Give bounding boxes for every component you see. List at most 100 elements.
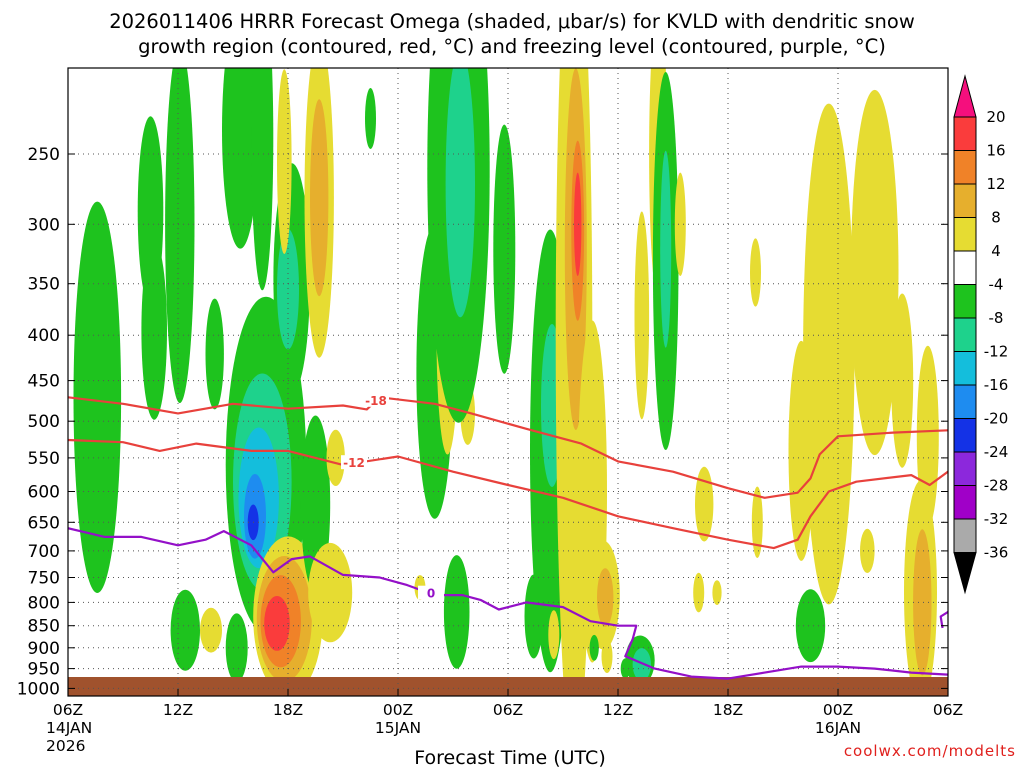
omega-blob-59 [660, 150, 672, 348]
x-tick-label-7-0: 00Z [823, 701, 853, 719]
omega-blob-62 [693, 572, 705, 613]
colorbar-label-3: 8 [991, 209, 1001, 227]
colorbar-bottom-arrow [953, 552, 977, 595]
colorbar-segment-7 [953, 351, 977, 386]
omega-blob-22 [264, 596, 290, 651]
x-tick-label-2-0: 18Z [273, 701, 303, 719]
y-tick-label-1000: 1000 [17, 679, 60, 699]
omega-blob-53 [632, 648, 651, 681]
colorbar-label-0: 20 [986, 108, 1005, 126]
colorbar-segment-3 [953, 217, 977, 252]
colorbar-top-arrow [953, 74, 977, 118]
omega-blob-65 [751, 486, 763, 558]
colorbar-label-2: 12 [986, 175, 1005, 193]
omega-blob-74 [795, 589, 826, 663]
contour-lines: -18 -12 0 [68, 392, 948, 680]
x-tick-label-0-2: 2026 [46, 737, 85, 755]
colorbar-label-5: -4 [989, 276, 1004, 294]
colorbar-label-9: -20 [984, 410, 1009, 428]
colorbar-label-1: 16 [986, 142, 1005, 160]
omega-blob-3 [165, 68, 195, 404]
y-tick-label-250: 250 [28, 145, 60, 165]
y-tick-label-950: 950 [28, 660, 60, 680]
y-tick-label-350: 350 [28, 275, 60, 295]
freezing-contour-label-bg-0 [418, 585, 444, 600]
omega-blob-64 [750, 238, 761, 307]
x-tick-label-1-0: 12Z [163, 701, 193, 719]
freezing-contour-0 [68, 527, 948, 680]
x-tick-label-5-0: 12Z [603, 701, 633, 719]
x-axis-label: Forecast Time (UTC) [414, 747, 605, 768]
omega-blob-24 [310, 99, 329, 297]
colorbar-label-13: -36 [984, 544, 1009, 562]
x-tick-label-0-0: 06Z [53, 701, 83, 719]
colorbar-label-4: 4 [991, 242, 1001, 260]
colorbar-segment-2 [953, 183, 977, 218]
freezing-contour-1 [939, 610, 948, 629]
omega-blob-27 [326, 429, 345, 486]
colorbar: 20 16 12 8 4 -4 -8 -12 -16 -20 -24 -28 -32 -36 [953, 74, 1009, 595]
omega-blob-2 [141, 240, 167, 420]
omega-blob-7 [225, 613, 248, 683]
colorbar-label-11: -28 [984, 477, 1009, 495]
omega-blob-28 [365, 88, 376, 149]
omega-blob-51 [601, 639, 613, 673]
title-line-1: 2026011406 HRRR Forecast Omega (shaded, … [109, 10, 915, 33]
colorbar-label-7: -12 [984, 343, 1009, 361]
colorbar-segment-8 [953, 384, 977, 419]
omega-blob-32 [443, 555, 470, 669]
dgz-contour-label-bg-1 [341, 455, 367, 470]
colorbar-segment-12 [953, 518, 977, 553]
plot-area: -18 -12 0 [68, 68, 948, 696]
y-axis-ticks: 2503003504004505005506006507007508008509… [17, 145, 948, 699]
omega-blob-8 [222, 68, 259, 249]
colorbar-label-8: -16 [984, 376, 1009, 394]
omega-blob-55 [589, 634, 599, 661]
omega-blob-61 [695, 466, 714, 542]
x-tick-label-6-0: 18Z [713, 701, 743, 719]
x-tick-label-3-1: 15JAN [375, 719, 421, 737]
omega-blob-73 [913, 529, 932, 676]
chart-title: 2026011406 HRRR Forecast Omega (shaded, … [109, 10, 915, 58]
omega-blob-4 [170, 589, 200, 671]
colorbar-segment-5 [953, 284, 977, 319]
y-tick-label-850: 850 [28, 617, 60, 637]
dgz-contour-label-1: -12 [343, 456, 365, 470]
omega-blob-0 [73, 201, 122, 594]
omega-blob-46 [524, 574, 543, 659]
y-tick-label-300: 300 [28, 215, 60, 235]
y-tick-label-600: 600 [28, 483, 60, 503]
x-tick-label-7-1: 16JAN [815, 719, 861, 737]
colorbar-segment-1 [953, 150, 977, 185]
colorbar-label-12: -32 [984, 510, 1009, 528]
dgz-contour-0 [68, 396, 948, 499]
omega-blob-69 [891, 293, 914, 468]
omega-shading [73, 68, 939, 696]
y-tick-label-800: 800 [28, 593, 60, 613]
title-line-2: growth region (contoured, red, °C) and f… [138, 35, 886, 58]
freezing-contour-label-0: 0 [427, 587, 435, 601]
omega-blob-60 [674, 172, 686, 276]
omega-blob-67 [803, 103, 855, 605]
y-tick-label-650: 650 [28, 513, 60, 533]
dgz-contour-label-0: -18 [365, 394, 387, 408]
omega-blob-45 [574, 172, 582, 276]
colorbar-segment-0 [953, 116, 977, 151]
colorbar-segment-4 [953, 250, 977, 285]
y-tick-label-550: 550 [28, 449, 60, 469]
dgz-contour-label-bg-0 [363, 392, 389, 407]
dgz-contour-1 [68, 438, 948, 550]
omega-blob-15 [251, 68, 274, 291]
colorbar-segment-10 [953, 451, 977, 486]
credit-text: coolwx.com/modelts [844, 742, 1016, 760]
omega-blob-71 [860, 528, 875, 574]
omega-blob-6 [205, 298, 224, 410]
x-tick-label-0-1: 14JAN [46, 719, 92, 737]
y-tick-label-500: 500 [28, 412, 60, 432]
colorbar-label-10: -24 [984, 443, 1009, 461]
y-tick-label-450: 450 [28, 372, 60, 392]
x-tick-label-3-0: 00Z [383, 701, 413, 719]
y-tick-label-750: 750 [28, 569, 60, 589]
x-tick-label-8-0: 06Z [933, 701, 963, 719]
